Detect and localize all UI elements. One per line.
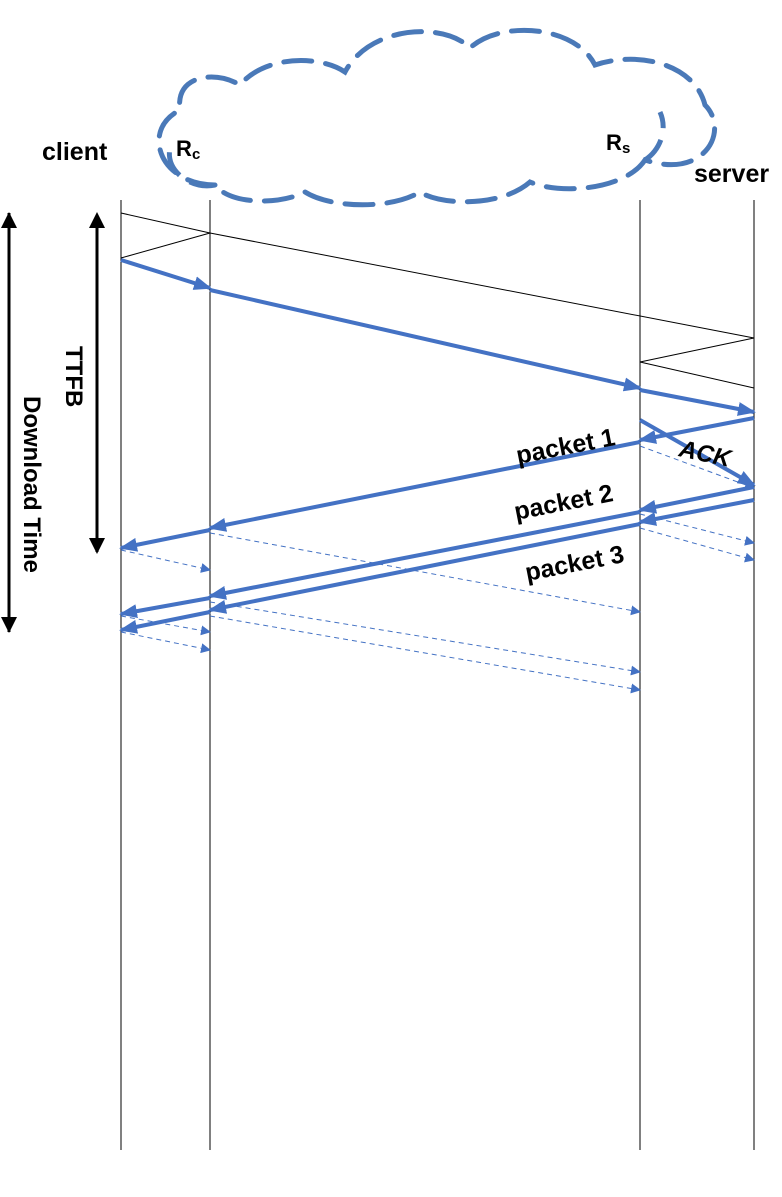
rs-label-sub: s [622,140,630,157]
ack-arrow [209,615,641,694]
packet2-arrow [208,510,641,600]
packet-arrows [119,416,756,634]
ack-arrow [120,615,211,636]
ack-label: ACK [676,435,735,473]
server-label: server [694,160,769,188]
ack-arrow [120,631,211,654]
rc-label-main: R [176,136,192,161]
request-arrows [120,258,756,416]
packet1-arrow [208,440,641,532]
request-arrow [209,288,642,392]
ack-arrow [639,527,755,563]
download-time-arrowhead-top [1,212,17,228]
handshake-lines [120,212,755,389]
ack-arrow [639,418,756,487]
request-arrow [639,388,756,416]
router-server-label: R s [606,130,630,157]
packet3-arrow [638,498,755,526]
handshake-line [639,361,755,389]
ttfb-arrowhead-top [89,212,105,228]
handshake-line [120,212,211,234]
router-client-label: R c [176,136,200,163]
ttfb-arrowhead-bottom [89,538,105,554]
network-cloud [156,27,718,208]
packet2-arrow [119,596,211,619]
packet3-arrow [119,610,211,634]
client-label: client [42,138,108,166]
ack-arrow [120,549,211,573]
download-time-arrowhead-bottom [1,617,17,633]
packet1-arrow [638,416,755,444]
ack-arrow [209,601,641,676]
packet3-arrow [208,522,641,614]
packet1-label: packet 1 [514,423,618,470]
ack-arrow [639,445,755,490]
handshake-line [639,337,755,363]
packet2-arrow [638,485,755,514]
ack-arrow [209,532,641,616]
ack-arrows [120,445,755,694]
packet3-label: packet 3 [523,540,627,587]
rc-label-sub: c [192,146,200,163]
ttfb-span: TTFB [60,212,105,554]
ack-arrow [639,513,755,546]
download-time-span: Download Time [1,212,45,633]
packet1-arrow [119,528,211,552]
ttfb-label: TTFB [60,346,87,407]
handshake-line [120,232,211,259]
rs-label-main: R [606,130,622,155]
download-time-label: Download Time [18,396,45,573]
request-arrow [120,258,212,290]
handshake-line [209,232,755,339]
